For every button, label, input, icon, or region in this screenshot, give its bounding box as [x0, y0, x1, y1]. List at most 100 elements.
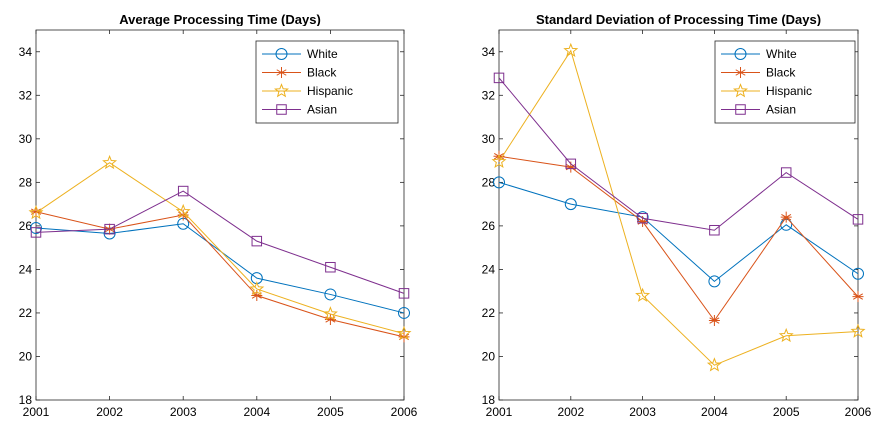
- x-tick-label: 2003: [170, 405, 197, 419]
- legend: White Black Hispanic Asian: [714, 40, 856, 124]
- legend-marker-star: [733, 83, 748, 98]
- chart-title: Average Processing Time (Days): [119, 12, 321, 27]
- y-tick-label: 30: [482, 132, 496, 146]
- y-tick-label: 22: [19, 306, 33, 320]
- y-tick-label: 34: [19, 45, 33, 59]
- data-point-circle: [708, 275, 721, 288]
- legend-marker-star: [274, 83, 289, 98]
- data-point-star: [396, 325, 412, 340]
- legend-marker-circle: [734, 48, 747, 60]
- series-asian: [30, 185, 410, 299]
- legend-marker-square: [735, 104, 746, 115]
- data-point-star: [850, 323, 866, 338]
- y-tick-label: 20: [19, 349, 33, 363]
- series-asian: [493, 72, 864, 236]
- series-hispanic: [28, 154, 412, 340]
- legend-label: Asian: [766, 103, 796, 117]
- data-point-star: [102, 154, 118, 170]
- data-point-asterisk: [565, 161, 577, 173]
- data-point-square: [104, 223, 115, 235]
- y-tick-label: 24: [19, 262, 33, 276]
- legend-label: Hispanic: [766, 84, 812, 98]
- y-tick-label: 30: [19, 132, 33, 146]
- data-point-circle: [30, 222, 42, 235]
- data-point-star: [706, 357, 722, 372]
- series-line: [498, 155, 859, 322]
- data-point-square: [493, 72, 505, 84]
- data-point-star: [563, 42, 579, 58]
- data-point-square: [637, 213, 648, 224]
- data-point-square: [30, 227, 42, 238]
- chart-std-dev-processing-time: Standard Deviation of Processing Time (D…: [482, 12, 872, 419]
- x-tick-label: 2001: [23, 405, 50, 419]
- data-point-star: [635, 287, 651, 302]
- y-tick-label: 26: [482, 219, 496, 233]
- x-tick-label: 2002: [96, 405, 123, 419]
- data-point-star: [778, 327, 794, 343]
- series-line: [498, 49, 859, 366]
- data-point-square: [325, 261, 336, 273]
- y-tick-label: 18: [19, 393, 33, 407]
- data-point-square: [780, 167, 792, 178]
- series-line: [498, 181, 859, 283]
- series-hispanic: [491, 42, 866, 372]
- legend-label: White: [307, 47, 338, 61]
- legend-marker-asterisk: [735, 67, 746, 78]
- data-point-asterisk: [30, 206, 42, 218]
- series-line: [35, 190, 405, 294]
- y-tick-label: 32: [482, 88, 496, 102]
- x-tick-label: 2001: [486, 405, 513, 419]
- data-point-star: [322, 306, 338, 321]
- data-point-square: [709, 224, 720, 236]
- y-tick-label: 18: [482, 393, 496, 407]
- series-line: [498, 77, 859, 231]
- data-point-asterisk: [251, 290, 263, 302]
- y-tick-label: 26: [19, 219, 33, 233]
- chart-average-processing-time: Average Processing Time (Days) 18 20 22 24 26…: [19, 12, 418, 419]
- data-point-star: [175, 203, 191, 219]
- data-point-asterisk: [780, 211, 792, 223]
- legend-label: Hispanic: [307, 84, 353, 98]
- data-point-star: [249, 281, 265, 296]
- legend-marker-asterisk: [276, 67, 287, 78]
- y-tick-label: 34: [482, 45, 496, 59]
- legend-marker-circle: [275, 48, 288, 60]
- legend: White Black Hispanic Asian: [255, 40, 399, 124]
- series-white: [493, 176, 864, 288]
- data-point-circle: [852, 267, 864, 280]
- y-tick-label: 24: [482, 262, 496, 276]
- legend-label: Black: [766, 66, 796, 80]
- data-point-square: [398, 288, 410, 299]
- legend-label: White: [766, 47, 797, 61]
- data-point-square: [852, 214, 864, 225]
- data-point-circle: [324, 288, 337, 301]
- x-tick-label: 2004: [243, 405, 270, 419]
- x-tick-label: 2005: [317, 405, 344, 419]
- x-tick-label: 2004: [701, 405, 728, 419]
- data-point-star: [28, 204, 44, 220]
- x-tick-label: 2003: [629, 405, 656, 419]
- data-point-asterisk: [852, 291, 864, 303]
- y-tick-label: 28: [19, 175, 33, 189]
- x-tick-label: 2006: [391, 405, 418, 419]
- data-point-square: [251, 235, 263, 247]
- y-tick-label: 22: [482, 306, 496, 320]
- data-point-circle: [398, 306, 410, 319]
- data-point-asterisk: [324, 313, 336, 325]
- y-tick-label: 28: [482, 175, 496, 189]
- series-line: [35, 211, 405, 338]
- y-tick-label: 32: [19, 88, 33, 102]
- x-tick-label: 2005: [773, 405, 800, 419]
- y-tick-label: 20: [482, 349, 496, 363]
- legend-label: Asian: [307, 103, 337, 117]
- data-point-circle: [564, 198, 577, 211]
- data-point-asterisk: [708, 315, 720, 327]
- data-point-asterisk: [637, 216, 649, 228]
- data-point-star: [491, 153, 507, 169]
- chart-title: Standard Deviation of Processing Time (D…: [536, 12, 821, 27]
- data-point-square: [177, 185, 189, 197]
- data-point-square: [565, 158, 577, 170]
- data-point-circle: [493, 176, 505, 189]
- series-line: [35, 162, 405, 335]
